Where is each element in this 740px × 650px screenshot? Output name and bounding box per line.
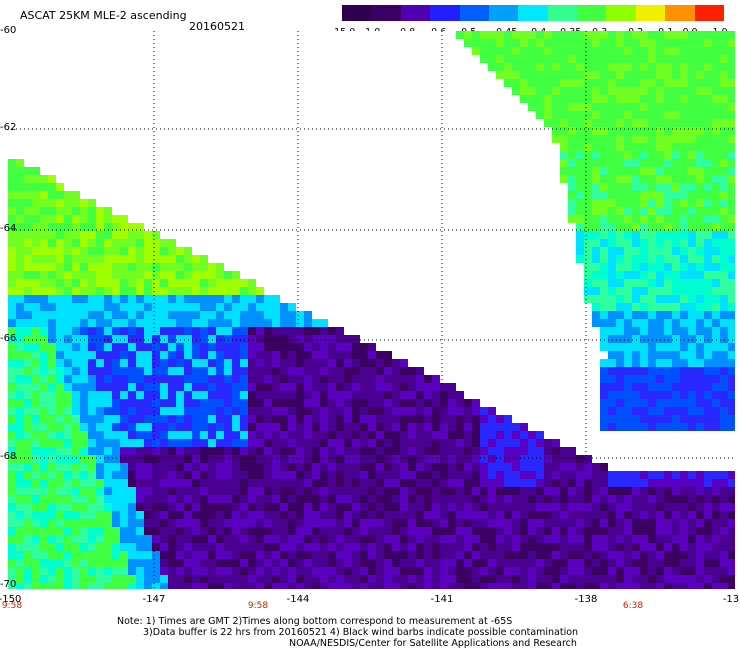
colorbar-swatch — [665, 5, 696, 21]
time-label: 9:58 — [247, 601, 269, 611]
colorbar — [342, 5, 725, 21]
graticule — [8, 31, 735, 589]
colorbar-swatch — [606, 5, 637, 21]
x-tick-label: -144 — [286, 594, 310, 605]
note-line: Note: 1) Times are GMT 2)Times along bot… — [117, 616, 513, 627]
map-canvas — [8, 31, 735, 589]
time-label: 6:38 — [622, 601, 644, 611]
y-tick-label: -68 — [0, 451, 17, 462]
time-label: 9:58 — [1, 601, 23, 611]
x-tick-label: -150 — [0, 594, 22, 605]
x-tick-label: -147 — [142, 594, 166, 605]
y-tick-label: -66 — [0, 333, 17, 344]
colorbar-swatch — [577, 5, 607, 21]
y-tick-label: -70 — [0, 579, 17, 590]
x-tick-label: -141 — [430, 594, 454, 605]
colorbar-swatch — [635, 5, 666, 21]
x-tick-label: -13 — [722, 594, 740, 605]
y-tick-label: -62 — [0, 122, 17, 133]
colorbar-swatch — [547, 5, 578, 21]
y-tick-label: -60 — [0, 25, 17, 36]
colorbar-swatch — [342, 5, 372, 21]
colorbar-swatch — [430, 5, 461, 21]
colorbar-swatch — [371, 5, 402, 21]
x-tick-label: -138 — [574, 594, 598, 605]
y-tick-label: -64 — [0, 223, 17, 234]
credit-line: NOAA/NESDIS/Center for Satellite Applica… — [289, 638, 577, 649]
colorbar-swatch — [518, 5, 549, 21]
wind-field-raster — [8, 31, 735, 589]
map-plot-area — [8, 31, 735, 589]
colorbar-swatch — [459, 5, 490, 21]
colorbar-swatch — [400, 5, 431, 21]
colorbar-swatch — [488, 5, 519, 21]
note-line: 3)Data buffer is 22 hrs from 20160521 4)… — [143, 627, 579, 638]
product-date: 20160521 — [189, 20, 245, 33]
colorbar-swatch — [694, 5, 725, 21]
product-title: ASCAT 25KM MLE-2 ascending — [20, 9, 187, 22]
